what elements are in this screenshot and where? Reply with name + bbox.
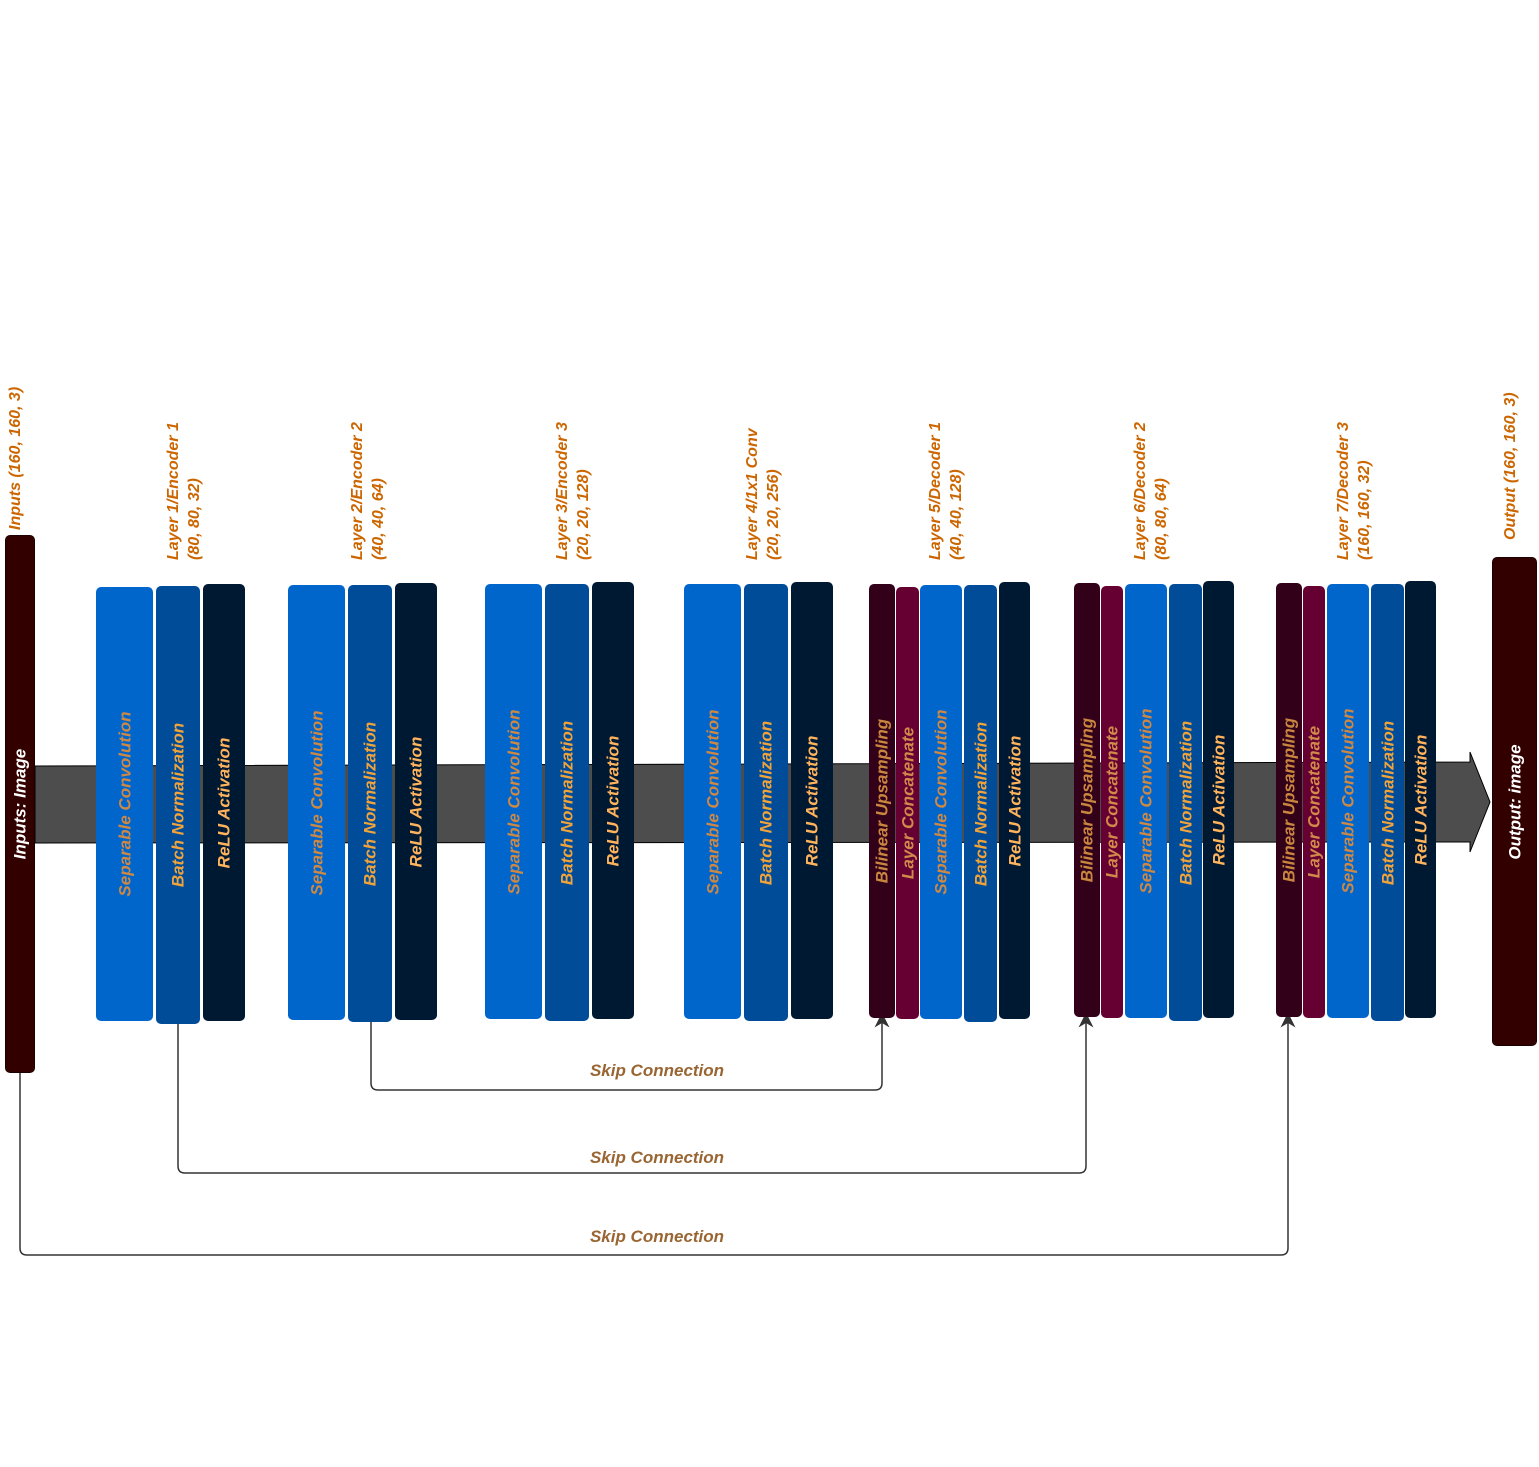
layer-title: Layer 4/1x1 Conv [744, 428, 761, 560]
layer-title: Layer 3/Encoder 3 [554, 422, 571, 560]
relu-activation-block: ReLU Activation [395, 583, 437, 1020]
relu-activation-block: ReLU Activation [1203, 581, 1234, 1018]
skip-connection-line [19, 1012, 1296, 1256]
relu-activation-block: ReLU Activation [592, 582, 634, 1019]
bilinear-upsampling-block: Bilinear Upsampling [1276, 583, 1302, 1017]
layer-header-enc3: Layer 3/Encoder 3 (20, 20, 128) [552, 422, 594, 560]
layer-shape: (20, 20, 128) [575, 469, 592, 560]
separable-convolution-block: Separable Convolution [1125, 584, 1167, 1018]
batch-normalization-block: Batch Normalization [545, 584, 589, 1021]
relu-activation-block: ReLU Activation [203, 584, 245, 1021]
layer-shape: (80, 80, 32) [186, 478, 203, 560]
separable-convolution-block: Separable Convolution [96, 587, 153, 1021]
batch-normalization-block: Batch Normalization [348, 585, 392, 1022]
bilinear-upsampling-block: Bilinear Upsampling [869, 584, 895, 1018]
separable-convolution-block: Separable Convolution [684, 584, 741, 1019]
layer-concatenate-block: Layer Concatenate [896, 587, 919, 1019]
layer-title: Layer 7/Decoder 3 [1335, 422, 1352, 560]
output-block: Output: image [1492, 557, 1537, 1046]
layer-shape: (40, 40, 128) [948, 469, 965, 560]
layer-shape: (80, 80, 64) [1153, 478, 1170, 560]
bilinear-upsampling-block: Bilinear Upsampling [1074, 583, 1100, 1017]
layer-header-enc2: Layer 2/Encoder 2 (40, 40, 64) [347, 422, 389, 560]
layer-header-conv1x1: Layer 4/1x1 Conv (20, 20, 256) [742, 428, 784, 560]
batch-normalization-block: Batch Normalization [1371, 584, 1404, 1021]
relu-activation-block: ReLU Activation [1405, 581, 1436, 1018]
output-header: Output (160, 160, 3) [1502, 392, 1519, 540]
layer-title: Layer 2/Encoder 2 [349, 422, 366, 560]
layer-shape: (20, 20, 256) [765, 469, 782, 560]
input-header: Inputs (160, 160, 3) [7, 386, 24, 530]
separable-convolution-block: Separable Convolution [288, 585, 345, 1020]
skip-connection-line [177, 1012, 1094, 1174]
layer-shape: (40, 40, 64) [370, 478, 387, 560]
layer-title: Layer 5/Decoder 1 [927, 422, 944, 560]
separable-convolution-block: Separable Convolution [920, 585, 962, 1019]
output-block-label: Output: image [1505, 743, 1524, 860]
input-block-label: Inputs: Image [10, 748, 30, 860]
layer-concatenate-block: Layer Concatenate [1101, 586, 1123, 1018]
skip-connection-label: Skip Connection [589, 1061, 725, 1080]
skip-connection-label: Skip Connection [589, 1227, 725, 1246]
layer-header-dec1: Layer 5/Decoder 1 (40, 40, 128) [925, 422, 967, 560]
input-block: Inputs: Image [5, 535, 35, 1073]
layer-header-enc1: Layer 1/Encoder 1 (80, 80, 32) [163, 422, 205, 560]
batch-normalization-block: Batch Normalization [964, 585, 997, 1022]
layer-shape: (160, 160, 32) [1356, 460, 1373, 560]
batch-normalization-block: Batch Normalization [156, 586, 200, 1024]
layer-concatenate-block: Layer Concatenate [1303, 586, 1325, 1018]
layer-title: Layer 1/Encoder 1 [165, 422, 182, 560]
layer-header-dec2: Layer 6/Decoder 2 (80, 80, 64) [1130, 422, 1172, 560]
skip-connection-label: Skip Connection [589, 1148, 725, 1167]
skip-connection-line [370, 1012, 890, 1091]
layer-header-dec3: Layer 7/Decoder 3 (160, 160, 32) [1333, 422, 1375, 560]
relu-activation-block: ReLU Activation [791, 582, 833, 1019]
batch-normalization-block: Batch Normalization [744, 584, 788, 1021]
separable-convolution-block: Separable Convolution [1327, 584, 1369, 1018]
relu-activation-block: ReLU Activation [999, 582, 1030, 1019]
separable-convolution-block: Separable Convolution [485, 584, 542, 1019]
batch-normalization-block: Batch Normalization [1169, 584, 1202, 1021]
layer-title: Layer 6/Decoder 2 [1132, 422, 1149, 560]
